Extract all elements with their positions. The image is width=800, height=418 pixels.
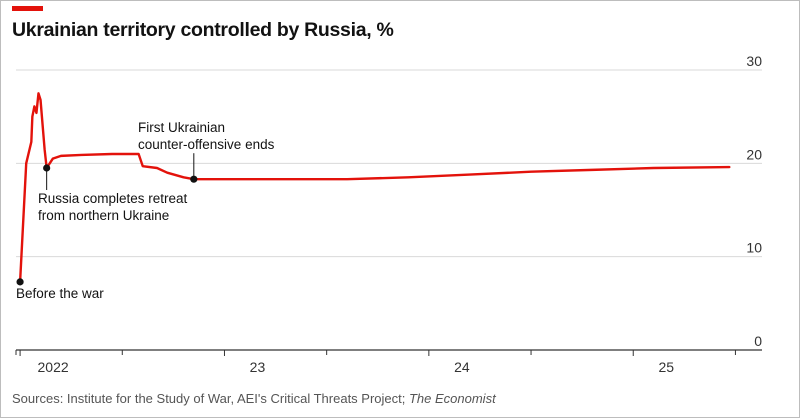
y-tick-label-10: 10	[746, 240, 762, 256]
source-text: Sources: Institute for the Study of War,…	[12, 391, 409, 406]
annotation-marker-1	[43, 164, 51, 172]
x-tick-label-23: 23	[250, 359, 266, 375]
gridlines	[16, 69, 762, 258]
y-axis-labels: 0 10 20 30	[746, 53, 762, 349]
annotations: Before the war Russia completes retreat fr…	[16, 120, 275, 301]
series-line-0	[18, 92, 731, 284]
annotation-marker-0	[16, 278, 24, 286]
y-tick-label-0: 0	[754, 333, 762, 349]
annotation-label-2-line-0: First Ukrainian	[138, 120, 225, 135]
annotation-label-0-line-0: Before the war	[16, 286, 104, 301]
y-tick-label-30: 30	[746, 53, 762, 69]
x-tick-label-2022: 2022	[38, 359, 69, 375]
annotation-label-2-line-1: counter-offensive ends	[138, 137, 275, 152]
source-note: Sources: Institute for the Study of War,…	[12, 391, 496, 406]
source-publication: The Economist	[408, 391, 496, 406]
x-tick-label-25: 25	[658, 359, 674, 375]
annotation-marker-2	[190, 175, 198, 183]
annotation-label-1-line-0: Russia completes retreat	[38, 191, 188, 206]
series-layer	[18, 92, 731, 284]
annotation-label-1-line-1: from northern Ukraine	[38, 208, 169, 223]
brand-accent-bar	[12, 6, 43, 11]
y-tick-label-20: 20	[746, 146, 762, 162]
chart-title: Ukrainian territory controlled by Russia…	[12, 19, 394, 41]
x-tick-label-24: 24	[454, 359, 470, 375]
x-axis: 2022 23 24 25	[15, 349, 762, 375]
